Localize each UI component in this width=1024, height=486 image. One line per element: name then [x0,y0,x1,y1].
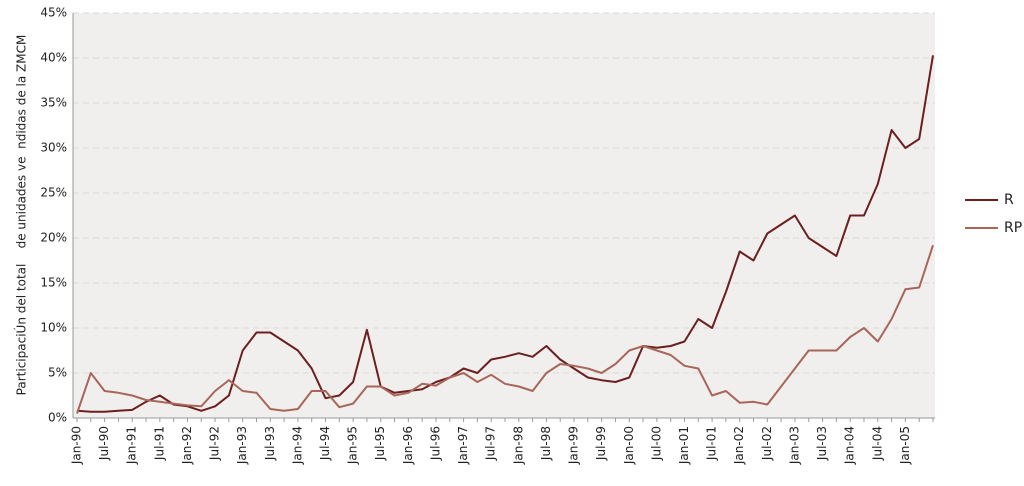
x-tick-label: Jan-02 [732,426,746,465]
y-tick-label: 20% [40,231,67,245]
y-tick-label: 45% [40,6,67,20]
x-tick-label: Jul-03 [815,426,829,461]
x-tick-label: Jul-99 [594,426,608,461]
x-tick-label: Jul-91 [152,426,166,461]
x-tick-label: Jul-00 [649,426,663,461]
legend-label: R [1004,192,1014,208]
x-tick-label: Jan-04 [843,426,857,465]
x-tick-label: Jul-90 [97,426,111,461]
x-tick-label: Jul-95 [373,426,387,461]
y-tick-label: 5% [48,366,67,380]
x-tick-label: Jan-00 [622,426,636,465]
x-tick-label: Jan-97 [456,426,470,465]
x-tick-label: Jul-93 [263,426,277,461]
x-tick-label: Jan-99 [567,426,581,465]
x-tick-label: Jul-04 [870,426,884,461]
x-tick-label: Jan-94 [290,426,304,465]
x-tick-label: Jan-05 [898,426,912,465]
x-tick-label: Jan-96 [401,426,415,465]
y-tick-label: 35% [40,96,67,110]
x-tick-label: Jan-90 [70,426,84,465]
x-tick-label: Jan-93 [235,426,249,465]
x-tick-label: Jul-94 [318,426,332,461]
y-axis-title: ParticipaciÚn del total de unidades ve n… [14,35,29,396]
x-tick-label: Jan-95 [346,426,360,465]
x-tick-label: Jul-02 [760,426,774,461]
x-tick-label: Jul-97 [484,426,498,461]
x-tick-label: Jan-92 [180,426,194,465]
x-tick-label: Jul-96 [428,426,442,461]
x-tick-label: Jan-01 [677,426,691,465]
y-tick-label: 25% [40,186,67,200]
y-tick-label: 15% [40,276,67,290]
y-tick-label: 30% [40,141,67,155]
y-tick-label: 40% [40,51,67,65]
x-tick-label: Jul-01 [705,426,719,461]
plot-area [73,13,935,418]
y-tick-label: 10% [40,321,67,335]
x-tick-label: Jan-98 [511,426,525,465]
series-line [76,244,934,414]
x-tick-label: Jul-98 [539,426,553,461]
x-tick-label: Jul-92 [208,426,222,461]
series-line [76,55,934,413]
x-tick-label: Jan-03 [787,426,801,465]
y-tick-label: 0% [48,411,67,425]
legend-label: RP [1004,220,1022,236]
x-tick-label: Jan-91 [125,426,139,465]
